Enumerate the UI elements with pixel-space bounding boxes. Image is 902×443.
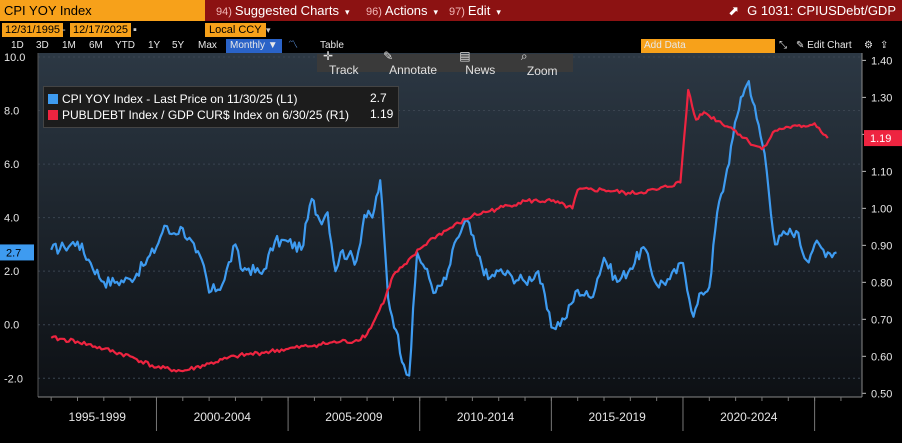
line-chart-icon[interactable]: 〽: [288, 40, 298, 51]
menu-label: Suggested Charts: [234, 3, 339, 18]
legend-entry-cpi[interactable]: CPI YOY Index - Last Price on 11/30/25 (…: [48, 91, 297, 107]
legend-swatch-debt: [48, 110, 58, 120]
x-group-label: 2010-2014: [457, 410, 515, 424]
y-right-tick-label: 0.80: [871, 277, 892, 289]
menu-number: 96): [366, 6, 382, 18]
annotate-tool[interactable]: ✎ Annotate: [383, 49, 438, 77]
popout-icon[interactable]: ⬈: [728, 3, 740, 18]
calendar-icon[interactable]: ▪: [133, 24, 137, 36]
last-value-tag-debt: [864, 130, 902, 147]
date-separator: -: [62, 24, 66, 36]
y-right-tick-label: 0.60: [871, 351, 892, 363]
y-left-tick-label: 6.0: [4, 159, 19, 171]
zoom-tool[interactable]: ⌕ Zoom: [520, 48, 558, 78]
debt-series-line: [50, 88, 829, 373]
x-group-label: 2015-2019: [588, 410, 646, 424]
caret-down-icon: ▾: [496, 7, 501, 17]
chart-legend[interactable]: CPI YOY Index - Last Price on 11/30/25 (…: [43, 86, 399, 128]
cpi-series-line: [50, 80, 837, 377]
edit-menu[interactable]: 97) Edit ▾: [449, 0, 501, 21]
menu-label: Actions: [384, 3, 428, 18]
x-group-label: 1995-1999: [69, 410, 127, 424]
share-icon[interactable]: ⇪: [880, 40, 889, 51]
settings-icon[interactable]: ⚙: [864, 40, 873, 51]
y-right-tick-label: 1.40: [871, 55, 892, 67]
legend-label-debt: PUBLDEBT Index / GDP CUR$ Index on 6/30/…: [62, 108, 350, 122]
caret-down-icon: ▾: [433, 7, 439, 17]
frequency-select[interactable]: Monthly ▼: [226, 39, 282, 53]
end-date-input[interactable]: 12/17/2025: [70, 23, 132, 37]
y-left-tick-label: 4.0: [4, 213, 19, 225]
y-right-tick-label: 1.00: [871, 203, 892, 215]
chart-id-label: G 1031: CPIUSDebt/GDP: [747, 3, 896, 18]
table-button[interactable]: Table: [320, 40, 344, 51]
legend-entry-debt[interactable]: PUBLDEBT Index / GDP CUR$ Index on 6/30/…: [48, 107, 349, 123]
y-right-tick-label: 0.70: [871, 314, 892, 326]
legend-value-debt: 1.19: [370, 107, 394, 121]
period-3d[interactable]: 3D: [36, 40, 49, 51]
period-6m[interactable]: 6M: [89, 40, 103, 51]
period-1m[interactable]: 1M: [62, 40, 76, 51]
y-right-tick-label: 0.50: [871, 388, 892, 400]
x-group-label: 2000-2004: [194, 410, 252, 424]
actions-menu[interactable]: 96) Actions ▾: [366, 0, 438, 21]
security-title[interactable]: CPI YOY Index: [0, 0, 205, 21]
x-group-label: 2020-2024: [720, 410, 778, 424]
period-ytd[interactable]: YTD: [115, 40, 135, 51]
period-1d[interactable]: 1D: [11, 40, 24, 51]
period-5y[interactable]: 5Y: [172, 40, 185, 51]
edit-chart-button[interactable]: ✎ Edit Chart: [796, 39, 852, 53]
caret-down-icon: ▾: [344, 7, 350, 17]
annotate-label: Annotate: [389, 63, 438, 77]
edit-chart-label: Edit Chart: [807, 40, 852, 51]
wrench-icon: ✎: [796, 40, 805, 51]
y-left-tick-label: 0.0: [4, 320, 19, 332]
y-right-tick-label: 1.30: [871, 92, 892, 104]
y-right-tick-label: 0.90: [871, 240, 892, 252]
menu-label: Edit: [467, 3, 491, 18]
date-controls: 12/31/1995 - 12/17/2025 ▪ Local CCY ▾: [0, 21, 902, 38]
legend-label-cpi: CPI YOY Index - Last Price on 11/30/25 (…: [62, 92, 298, 106]
add-data-input[interactable]: Add Data: [641, 39, 775, 53]
chart-identifier[interactable]: ⬈ G 1031: CPIUSDebt/GDP: [728, 0, 896, 21]
drag-icon[interactable]: ⤡: [779, 40, 787, 51]
last-value-tag-cpi-text: 2.7: [6, 247, 21, 259]
x-group-label: 2005-2009: [325, 410, 383, 424]
y-left-tick-label: -2.0: [4, 373, 23, 385]
start-date-input[interactable]: 12/31/1995: [2, 23, 64, 37]
chart-tools: ✛ Track ✎ Annotate ▤ News ⌕ Zoom: [317, 49, 573, 78]
menu-number: 94): [216, 6, 232, 18]
y-left-tick-label: 2.0: [4, 266, 19, 278]
zoom-label: Zoom: [526, 63, 558, 78]
legend-value-cpi: 2.7: [370, 91, 387, 105]
y-left-tick-label: 10.0: [4, 53, 25, 64]
track-tool[interactable]: ✛ Track: [323, 49, 359, 77]
track-label: Track: [329, 63, 359, 77]
y-left-tick-label: 8.0: [4, 106, 19, 118]
period-toolbar: 1D 3D 1M 6M YTD 1Y 5Y Max Monthly ▼ 〽 Ta…: [0, 38, 902, 53]
last-value-tag-debt-text: 1.19: [870, 133, 891, 145]
currency-select[interactable]: Local CCY: [205, 23, 266, 37]
suggested-charts-menu[interactable]: 94) Suggested Charts ▾: [216, 0, 350, 21]
menu-number: 97): [449, 6, 465, 18]
y-right-tick-label: 1.10: [871, 166, 892, 178]
period-max[interactable]: Max: [198, 40, 217, 51]
title-bar: CPI YOY Index 94) Suggested Charts ▾ 96) Ac…: [0, 0, 902, 21]
news-label: News: [465, 63, 496, 77]
last-value-tag-cpi: [0, 244, 34, 261]
currency-caret-icon[interactable]: ▾: [266, 25, 271, 35]
frequency-label: Monthly: [230, 40, 266, 51]
legend-swatch-cpi: [48, 94, 58, 104]
period-1y[interactable]: 1Y: [148, 40, 161, 51]
news-tool[interactable]: ▤ News: [459, 49, 496, 77]
